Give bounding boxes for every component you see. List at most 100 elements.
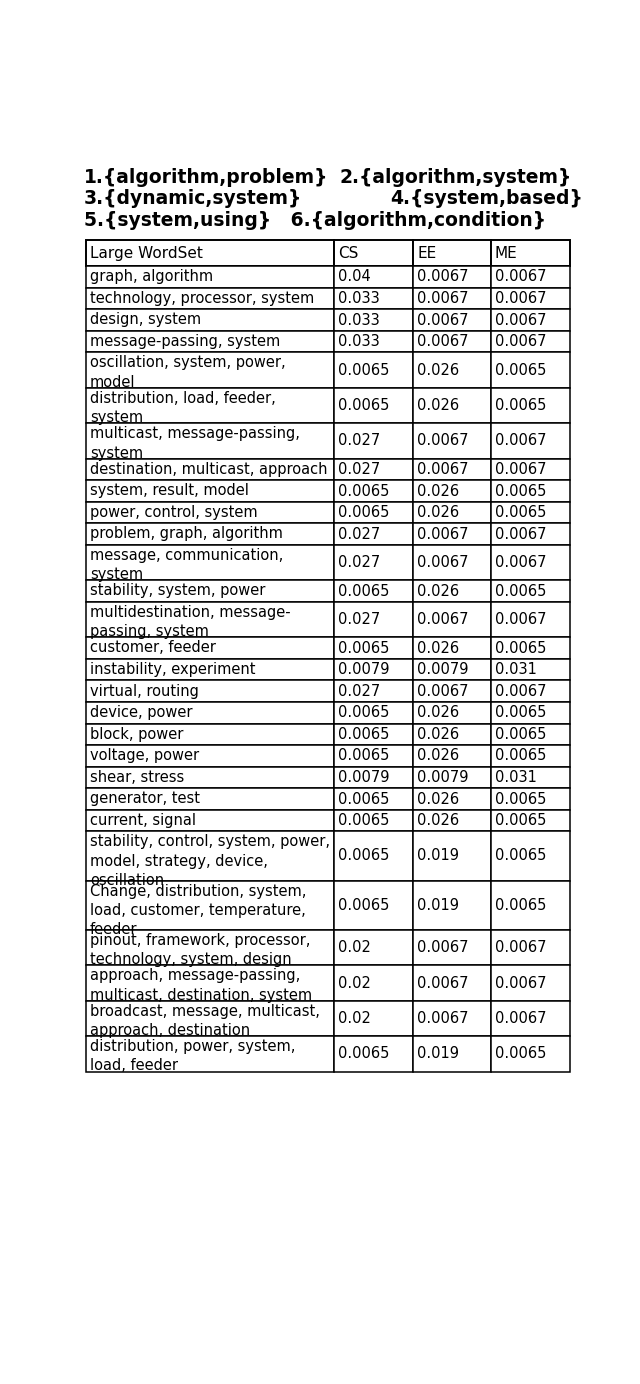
Bar [491,502,570,523]
Text: device, power: device, power [90,704,193,720]
Bar [413,930,491,966]
Bar [491,789,570,810]
Bar [86,767,334,789]
Bar [491,966,570,1001]
Text: multidestination, message-
passing, system: multidestination, message- passing, syst… [90,605,291,639]
Text: 0.0065: 0.0065 [338,792,390,807]
Bar [334,388,413,424]
Text: 0.02: 0.02 [338,940,371,955]
Bar [86,745,334,767]
Text: 0.0067: 0.0067 [417,313,468,328]
Text: 0.0065: 0.0065 [495,898,546,913]
Bar [491,1037,570,1071]
Bar [86,288,334,309]
Text: 0.0065: 0.0065 [495,792,546,807]
Text: 0.0079: 0.0079 [338,662,390,677]
Text: 0.031: 0.031 [495,662,536,677]
Bar [334,966,413,1001]
Text: system, result, model: system, result, model [90,483,249,498]
Bar [491,388,570,424]
Text: 0.031: 0.031 [495,770,536,785]
Text: 0.033: 0.033 [338,334,380,349]
Bar [491,480,570,502]
Bar [334,767,413,789]
Bar [86,266,334,288]
Bar [334,266,413,288]
Bar [413,724,491,745]
Text: 0.0067: 0.0067 [417,940,468,955]
Text: current, signal: current, signal [90,812,196,828]
Bar [491,288,570,309]
Bar [413,602,491,637]
Bar [491,580,570,602]
Bar [413,637,491,659]
Text: block, power: block, power [90,727,184,742]
Text: 0.019: 0.019 [417,1046,459,1062]
Bar [334,602,413,637]
Text: 0.019: 0.019 [417,848,459,864]
Text: design, system: design, system [90,313,201,328]
Text: 0.026: 0.026 [417,399,460,412]
Text: 0.0067: 0.0067 [495,527,546,541]
Text: multicast, message-passing,
system: multicast, message-passing, system [90,426,300,461]
Text: 0.0067: 0.0067 [495,612,546,627]
Text: 0.0065: 0.0065 [495,483,546,498]
Bar [334,331,413,353]
Text: 0.0067: 0.0067 [417,270,468,285]
Text: 0.0067: 0.0067 [417,462,468,477]
Bar [491,458,570,480]
Bar [491,637,570,659]
Text: destination, multicast, approach: destination, multicast, approach [90,462,328,476]
Text: graph, algorithm: graph, algorithm [90,270,213,284]
Bar [334,1001,413,1037]
Bar [491,602,570,637]
Text: ME: ME [495,245,517,260]
Bar [413,523,491,545]
Text: power, control, system: power, control, system [90,505,258,520]
Text: 0.0065: 0.0065 [495,749,546,764]
Text: 0.0065: 0.0065 [495,363,546,378]
Bar [334,545,413,580]
Text: 0.0067: 0.0067 [417,1010,468,1026]
Text: 0.026: 0.026 [417,749,460,764]
Text: stability, control, system, power,
model, strategy, device,
oscillation: stability, control, system, power, model… [90,835,330,889]
Bar [491,745,570,767]
Bar [86,966,334,1001]
Bar [86,580,334,602]
Bar [413,966,491,1001]
Bar [86,681,334,702]
Text: 0.0067: 0.0067 [417,612,468,627]
Bar [334,832,413,880]
Bar [413,480,491,502]
Bar [334,424,413,458]
Text: 0.033: 0.033 [338,291,380,306]
Text: 0.0065: 0.0065 [338,812,390,828]
Bar [334,724,413,745]
Bar [334,353,413,388]
Bar [86,331,334,353]
Bar [86,602,334,637]
Bar [413,1001,491,1037]
Text: 0.0067: 0.0067 [417,433,468,448]
Bar [334,1037,413,1071]
Text: 0.026: 0.026 [417,792,460,807]
Text: generator, test: generator, test [90,792,200,807]
Text: 0.026: 0.026 [417,363,460,378]
Bar [86,1037,334,1071]
Bar [334,637,413,659]
Text: EE: EE [417,245,436,260]
Text: 0.027: 0.027 [338,555,380,570]
Text: 0.026: 0.026 [417,641,460,656]
Bar [413,832,491,880]
Bar [86,810,334,832]
Text: 0.0065: 0.0065 [495,641,546,656]
Text: 0.0067: 0.0067 [495,313,546,328]
Bar [86,309,334,331]
Bar [86,424,334,458]
Bar [491,309,570,331]
Bar [413,767,491,789]
Bar [86,789,334,810]
Text: 0.0065: 0.0065 [338,584,390,599]
Text: message, communication,
system: message, communication, system [90,548,284,583]
Text: distribution, power, system,
load, feeder: distribution, power, system, load, feede… [90,1039,296,1074]
